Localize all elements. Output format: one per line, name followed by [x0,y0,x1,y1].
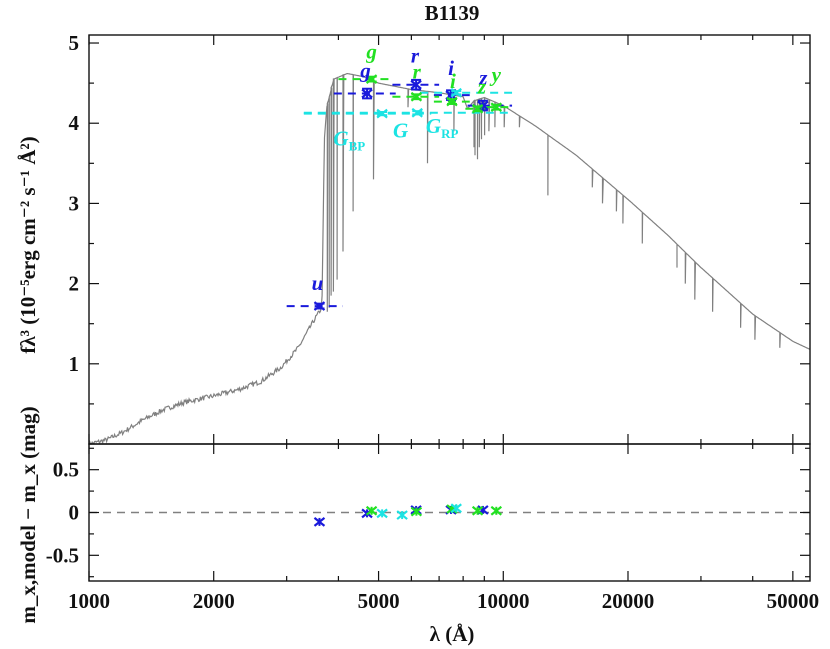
marker-stroke [490,102,502,113]
photometry-points [313,74,502,311]
marker-stroke [411,107,423,118]
bottom-y-tick-label: 0 [69,501,80,525]
marker-stroke [313,301,326,311]
top-y-tick-label: 1 [69,352,80,376]
photometry-point [365,74,378,84]
chart-title: B1139 [425,1,480,25]
x-axis-label: λ (Å) [430,622,475,646]
marker-stroke [471,103,484,114]
x-tick-label: 10000 [477,589,530,613]
band-label: g [359,59,371,83]
residual-point [396,510,408,520]
marker-stroke [410,79,422,90]
residual-point [490,505,502,516]
top-y-tick-label: 3 [69,191,80,215]
marker-stroke [450,87,462,98]
bottom-y-axis-label: m_x,model − m_x (mag) [16,406,40,623]
x-tick-label: 50000 [767,589,820,613]
residual-point [471,505,484,516]
marker-stroke [396,510,408,520]
band-label: y [489,63,502,87]
band-label: i [450,69,456,93]
plot-frames [88,34,811,582]
top-y-tick-label: 5 [69,31,80,55]
residual-point [450,503,462,514]
photometry-point [410,91,423,102]
band-label: G [393,119,408,143]
band-label: g [365,39,377,63]
residual-point [365,505,378,516]
marker-stroke [450,503,462,514]
marker-stroke [361,88,373,99]
marker-stroke [365,74,378,84]
photometry-point [490,102,502,113]
marker-stroke [446,96,458,107]
marker-stroke [376,508,388,519]
bottom-y-tick-label: 0.5 [53,458,79,482]
residual-point [376,508,388,519]
marker-stroke [365,505,378,516]
axis-ticks: 1000 2000 5000 10000 20000 50000 1 2 3 4 5 0.5 0 -0.5 [46,31,819,613]
top-y-axis-label: fλ³ (10⁻⁵erg cm⁻² s⁻¹ Å²) [16,136,40,353]
x-tick-label: 20000 [602,589,655,613]
photometry-point [446,96,458,107]
band-label: GBP [333,127,365,154]
residual-points [313,503,502,527]
photometry-point [411,107,423,118]
marker-stroke [313,517,326,527]
marker-stroke [376,108,388,119]
photometry-bandwidths [286,78,513,308]
band-label: r [413,59,422,83]
marker-stroke [471,505,484,516]
photometry-point [361,88,373,99]
band-label: r [411,43,420,67]
top-y-tick-label: 4 [69,111,80,135]
residual-point [410,506,423,517]
band-label: u [312,271,324,295]
band-label: z [478,66,488,90]
photometry-point [471,103,484,114]
bottom-panel [89,503,810,527]
photometry-point [450,87,462,98]
marker-stroke [410,91,423,102]
x-tick-label: 5000 [358,589,400,613]
photometry-point [313,301,326,311]
top-y-tick-label: 2 [69,272,80,296]
marker-stroke [490,505,502,516]
band-labels: u g r i z g r i zy GBP G GRP [312,39,502,295]
x-tick-label: 1000 [68,589,110,613]
residual-point [313,517,326,527]
bottom-y-tick-label: -0.5 [46,543,79,567]
top-panel: u g r i z g r i zy GBP G GRP [88,39,811,445]
photometry-point [410,79,422,90]
photometry-point [376,108,388,119]
x-tick-label: 2000 [193,589,235,613]
band-label: z [477,75,487,99]
band-label: i [448,56,454,80]
marker-stroke [410,506,423,517]
band-label: GRP [426,114,459,141]
